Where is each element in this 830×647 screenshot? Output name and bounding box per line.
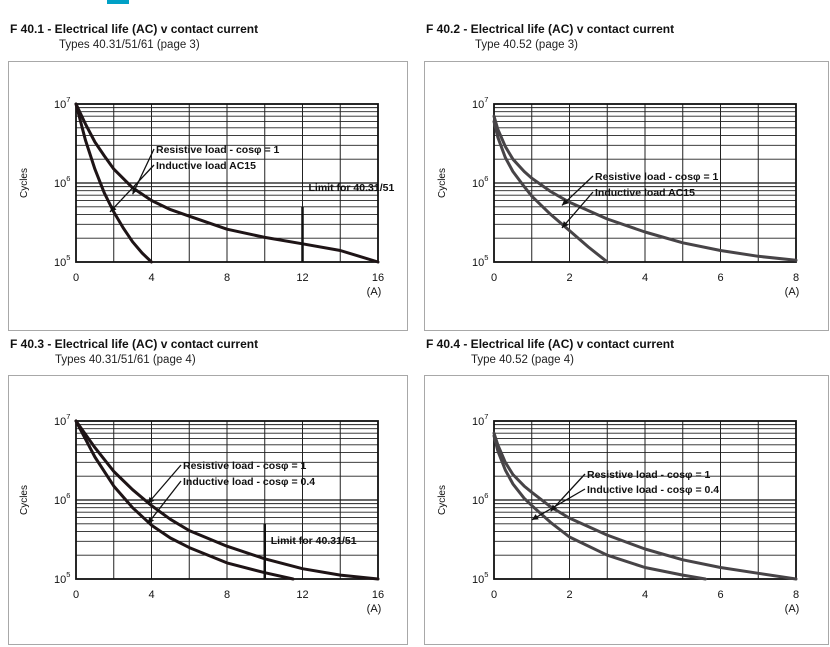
- annotation-arrow: [147, 480, 182, 525]
- x-tick-label: 4: [642, 272, 648, 284]
- limit-label: Limit for 40.31/51: [309, 182, 395, 194]
- chart-title: F 40.1 - Electrical life (AC) v contact …: [10, 22, 259, 36]
- chart-subtitle: Types 40.31/51/61 (page 3): [59, 39, 200, 51]
- plot-border: [493, 103, 797, 263]
- chart-frame-f402: 107 106 105 0 2 4 6 8 (A) Cycles Resistive load - …: [424, 61, 829, 331]
- arrowhead-icon: [109, 205, 117, 212]
- chart-subtitle: Types 40.31/51/61 (page 4): [55, 354, 196, 366]
- y-axis-label: Cycles: [437, 485, 448, 515]
- x-tick-label: 0: [491, 589, 497, 601]
- y-tick-label: 106: [472, 174, 488, 190]
- y-tick-label: 107: [472, 95, 488, 111]
- x-tick-label: 8: [224, 272, 230, 284]
- arrowhead-icon: [561, 198, 569, 206]
- x-tick-label: 6: [717, 589, 723, 601]
- x-tick-label: 2: [566, 272, 572, 284]
- grid: [494, 104, 796, 262]
- series-line-resistive: [74, 102, 380, 264]
- x-tick-label: 12: [296, 272, 308, 284]
- series-line-resistive: [74, 419, 380, 581]
- x-axis-label: (A): [367, 286, 382, 298]
- x-axis-label: (A): [785, 286, 800, 298]
- x-tick-label: 6: [717, 272, 723, 284]
- series-label: Inductive load - cosφ = 0.4: [587, 484, 719, 496]
- x-tick-label: 4: [148, 272, 154, 284]
- x-tick-label: 8: [793, 272, 799, 284]
- x-tick-label: 8: [793, 589, 799, 601]
- y-tick-label: 105: [54, 253, 70, 269]
- annotation-arrow: [109, 164, 155, 213]
- x-axis-label: (A): [367, 603, 382, 615]
- arrowhead-icon: [561, 221, 569, 228]
- chart-title: F 40.2 - Electrical life (AC) v contact …: [426, 22, 675, 36]
- series-label: Resistive load - cosφ = 1: [183, 460, 307, 472]
- chart-frame-f403: 107 106 105 0 4 8 12 16 (A) Cycles Resistive load …: [8, 375, 408, 645]
- series-label: Inductive load AC15: [595, 187, 695, 199]
- arrowhead-icon: [132, 187, 139, 195]
- grid: [76, 104, 378, 262]
- arrowhead-icon: [147, 516, 154, 524]
- x-tick-label: 12: [296, 589, 308, 601]
- x-tick-label: 2: [566, 589, 572, 601]
- x-tick-label: 0: [73, 272, 79, 284]
- series-line-inductive: [492, 120, 609, 264]
- chart-title: F 40.3 - Electrical life (AC) v contact …: [10, 337, 259, 351]
- y-tick-label: 107: [472, 412, 488, 428]
- annotation-arrow: [561, 175, 594, 206]
- y-tick-label: 105: [472, 570, 488, 586]
- chart-title: F 40.4 - Electrical life (AC) v contact …: [426, 337, 675, 351]
- annotation-arrow: [531, 488, 586, 521]
- annotation-arrow: [132, 148, 155, 195]
- arrowhead-icon: [147, 496, 155, 504]
- series-label: Inductive load AC15: [156, 160, 256, 172]
- y-tick-label: 105: [54, 570, 70, 586]
- y-tick-label: 106: [54, 491, 70, 507]
- x-tick-label: 0: [491, 272, 497, 284]
- series-label: Resistive load - cosφ = 1: [587, 469, 711, 481]
- series-line-inductive: [74, 102, 153, 264]
- series-label: Resistive load - cosφ = 1: [156, 144, 280, 156]
- arrowhead-icon: [550, 504, 558, 512]
- x-tick-label: 8: [224, 589, 230, 601]
- plot-border: [493, 420, 797, 580]
- chart-frame-f404: 107 106 105 0 2 4 6 8 (A) Cycles Resistive load - …: [424, 375, 829, 645]
- y-axis-label: Cycles: [19, 168, 30, 198]
- series-line-resistive: [492, 431, 798, 581]
- x-tick-label: 4: [642, 589, 648, 601]
- series-line-resistive: [492, 114, 798, 262]
- series-label: Inductive load - cosφ = 0.4: [183, 476, 315, 488]
- series-label: Resistive load - cosφ = 1: [595, 171, 719, 183]
- chart-frame-f401: 107 106 105 0 4 8 12 16 (A) Cycles Resistive load …: [8, 61, 408, 331]
- x-tick-label: 0: [73, 589, 79, 601]
- x-axis-label: (A): [785, 603, 800, 615]
- y-axis-label: Cycles: [19, 485, 30, 515]
- grid: [76, 421, 378, 579]
- arrowhead-icon: [531, 514, 539, 520]
- y-axis-label: Cycles: [437, 168, 448, 198]
- y-tick-label: 106: [54, 174, 70, 190]
- y-tick-label: 107: [54, 412, 70, 428]
- x-tick-label: 16: [372, 589, 384, 601]
- accent-bar: [107, 0, 129, 4]
- annotation-arrow: [561, 191, 594, 229]
- plot-border: [75, 420, 379, 580]
- limit-label: Limit for 40.31/51: [271, 535, 357, 547]
- grid: [494, 421, 796, 579]
- annotation-arrow: [147, 464, 182, 505]
- chart-subtitle: Type 40.52 (page 4): [471, 354, 574, 366]
- plot-border: [75, 103, 379, 263]
- y-tick-label: 107: [54, 95, 70, 111]
- chart-subtitle: Type 40.52 (page 3): [475, 39, 578, 51]
- x-tick-label: 16: [372, 272, 384, 284]
- y-tick-label: 106: [472, 491, 488, 507]
- series-line-inductive: [74, 419, 295, 581]
- y-tick-label: 105: [472, 253, 488, 269]
- x-tick-label: 4: [148, 589, 154, 601]
